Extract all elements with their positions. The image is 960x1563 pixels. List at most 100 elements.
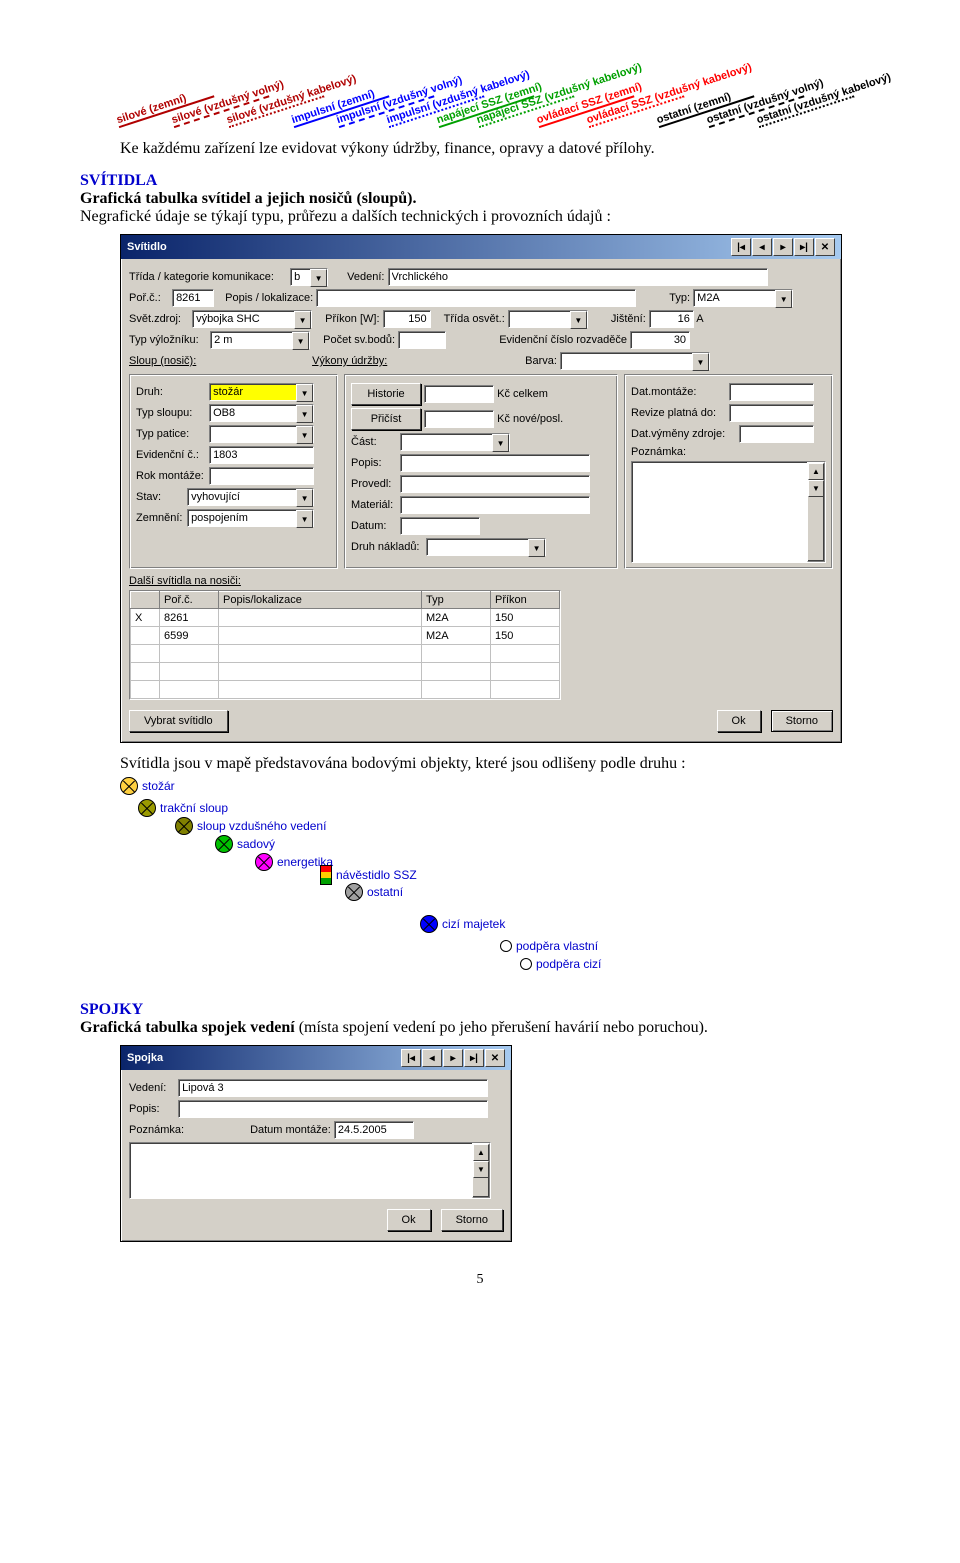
poznamka-textarea[interactable]: ▲▼ bbox=[631, 461, 826, 563]
nav-next-button[interactable]: ▸ bbox=[443, 1049, 463, 1067]
porc-input[interactable] bbox=[172, 289, 214, 307]
jisteni-input[interactable] bbox=[649, 310, 694, 328]
grid-header[interactable]: Typ bbox=[422, 592, 491, 609]
grid-cell[interactable] bbox=[131, 663, 160, 681]
nav-last-button[interactable]: ▸| bbox=[794, 238, 814, 256]
storno-button[interactable]: Storno bbox=[771, 710, 833, 732]
dropdown-icon[interactable]: ▼ bbox=[296, 405, 313, 423]
dropdown-icon[interactable]: ▼ bbox=[292, 332, 309, 350]
scrollbar[interactable]: ▲▼ bbox=[807, 462, 825, 562]
stav-combo[interactable] bbox=[187, 488, 314, 506]
grid-header[interactable] bbox=[131, 592, 160, 609]
popis-input[interactable] bbox=[400, 454, 590, 472]
nav-first-button[interactable]: |◂ bbox=[731, 238, 751, 256]
nav-first-button[interactable]: |◂ bbox=[401, 1049, 421, 1067]
grid-cell[interactable]: X bbox=[131, 609, 160, 627]
grid-cell[interactable]: M2A bbox=[422, 627, 491, 645]
storno-button[interactable]: Storno bbox=[441, 1209, 503, 1231]
dropdown-icon[interactable]: ▼ bbox=[528, 539, 545, 557]
grid-cell[interactable] bbox=[491, 663, 560, 681]
kc-celkem-input[interactable] bbox=[424, 385, 494, 403]
grid-cell[interactable] bbox=[422, 681, 491, 699]
popis-lok-input[interactable] bbox=[316, 289, 636, 307]
grid-cell[interactable] bbox=[219, 609, 422, 627]
grid-cell[interactable] bbox=[491, 645, 560, 663]
grid-cell[interactable]: 6599 bbox=[160, 627, 219, 645]
prikon-input[interactable] bbox=[383, 310, 431, 328]
dropdown-icon[interactable]: ▼ bbox=[310, 269, 327, 287]
dropdown-icon[interactable]: ▼ bbox=[692, 353, 709, 371]
scrollbar[interactable]: ▲▼ bbox=[472, 1143, 490, 1198]
sp-datum-input[interactable] bbox=[334, 1121, 414, 1139]
grid-cell[interactable] bbox=[219, 627, 422, 645]
grid-cell[interactable] bbox=[131, 681, 160, 699]
grid-cell[interactable] bbox=[131, 627, 160, 645]
grid-cell[interactable] bbox=[160, 681, 219, 699]
dropdown-icon[interactable]: ▼ bbox=[296, 489, 313, 507]
typ-vylozniku-label: Typ výložníku: bbox=[129, 334, 207, 346]
pocet-sv-input[interactable] bbox=[398, 331, 446, 349]
pocet-sv-label: Počet sv.bodů: bbox=[323, 334, 395, 346]
grid-cell[interactable] bbox=[160, 645, 219, 663]
grid-cell[interactable] bbox=[160, 663, 219, 681]
grid-cell[interactable]: 8261 bbox=[160, 609, 219, 627]
nav-prev-button[interactable]: ◂ bbox=[422, 1049, 442, 1067]
dropdown-icon[interactable]: ▼ bbox=[294, 311, 311, 329]
ok-button[interactable]: Ok bbox=[717, 710, 761, 732]
dropdown-icon[interactable]: ▼ bbox=[570, 311, 587, 329]
grid-cell[interactable] bbox=[422, 663, 491, 681]
pricist-button[interactable]: Přičíst bbox=[351, 408, 421, 430]
barva-combo[interactable] bbox=[560, 352, 710, 370]
nav-prev-button[interactable]: ◂ bbox=[752, 238, 772, 256]
vedeni-input[interactable] bbox=[388, 268, 768, 286]
sp-popis-input[interactable] bbox=[178, 1100, 488, 1118]
dat-mont-input[interactable] bbox=[729, 383, 814, 401]
grid-cell[interactable] bbox=[491, 681, 560, 699]
datum-input[interactable] bbox=[400, 517, 480, 535]
grid-cell[interactable]: M2A bbox=[422, 609, 491, 627]
close-button[interactable]: ✕ bbox=[485, 1049, 505, 1067]
historie-button[interactable]: Historie bbox=[351, 383, 421, 405]
dat-vym-input[interactable] bbox=[739, 425, 814, 443]
dropdown-icon[interactable]: ▼ bbox=[296, 510, 313, 528]
grid-header[interactable]: Příkon bbox=[491, 592, 560, 609]
svet-zdroj-label: Svět.zdroj: bbox=[129, 313, 189, 325]
grid-cell[interactable]: 150 bbox=[491, 627, 560, 645]
point-legend-item: cizí majetek bbox=[420, 915, 505, 933]
provedl-input[interactable] bbox=[400, 475, 590, 493]
point-label: podpěra cizí bbox=[536, 957, 601, 971]
close-button[interactable]: ✕ bbox=[815, 238, 835, 256]
grid-cell[interactable]: 150 bbox=[491, 609, 560, 627]
grid-cell[interactable] bbox=[219, 663, 422, 681]
nav-last-button[interactable]: ▸| bbox=[464, 1049, 484, 1067]
dropdown-icon[interactable]: ▼ bbox=[775, 290, 792, 308]
evid-c-input[interactable] bbox=[209, 446, 314, 464]
grid-cell[interactable] bbox=[131, 645, 160, 663]
grid-header[interactable]: Poř.č. bbox=[160, 592, 219, 609]
material-input[interactable] bbox=[400, 496, 590, 514]
revize-input[interactable] bbox=[729, 404, 814, 422]
grid-cell[interactable] bbox=[422, 645, 491, 663]
rok-mont-label: Rok montáže: bbox=[136, 470, 206, 482]
sp-vedeni-input[interactable] bbox=[178, 1079, 488, 1097]
nav-next-button[interactable]: ▸ bbox=[773, 238, 793, 256]
evid-c-label: Evidenční č.: bbox=[136, 449, 206, 461]
svitidla-grid[interactable]: Poř.č.Popis/lokalizaceTypPříkon X8261 M2A1… bbox=[129, 590, 561, 700]
kc-nove-input[interactable] bbox=[424, 410, 494, 428]
sp-poznamka-label: Poznámka: bbox=[129, 1124, 187, 1136]
sp-datum-label: Datum montáže: bbox=[250, 1124, 331, 1136]
dropdown-icon[interactable]: ▼ bbox=[296, 426, 313, 444]
ok-button[interactable]: Ok bbox=[387, 1209, 431, 1231]
zemneni-combo[interactable] bbox=[187, 509, 314, 527]
evid-rozv-input[interactable] bbox=[630, 331, 690, 349]
grid-header[interactable]: Popis/lokalizace bbox=[219, 592, 422, 609]
dropdown-icon[interactable]: ▼ bbox=[492, 434, 509, 452]
jisteni-label: Jištění: bbox=[611, 313, 646, 325]
dalsi-svitidla-label: Další svítidla na nosiči: bbox=[129, 575, 241, 587]
grid-cell[interactable] bbox=[219, 645, 422, 663]
rok-mont-input[interactable] bbox=[209, 467, 314, 485]
sp-poznamka-textarea[interactable]: ▲▼ bbox=[129, 1142, 491, 1199]
grid-cell[interactable] bbox=[219, 681, 422, 699]
dropdown-icon[interactable]: ▼ bbox=[296, 384, 313, 402]
vybrat-svitidlo-button[interactable]: Vybrat svítidlo bbox=[129, 710, 228, 732]
